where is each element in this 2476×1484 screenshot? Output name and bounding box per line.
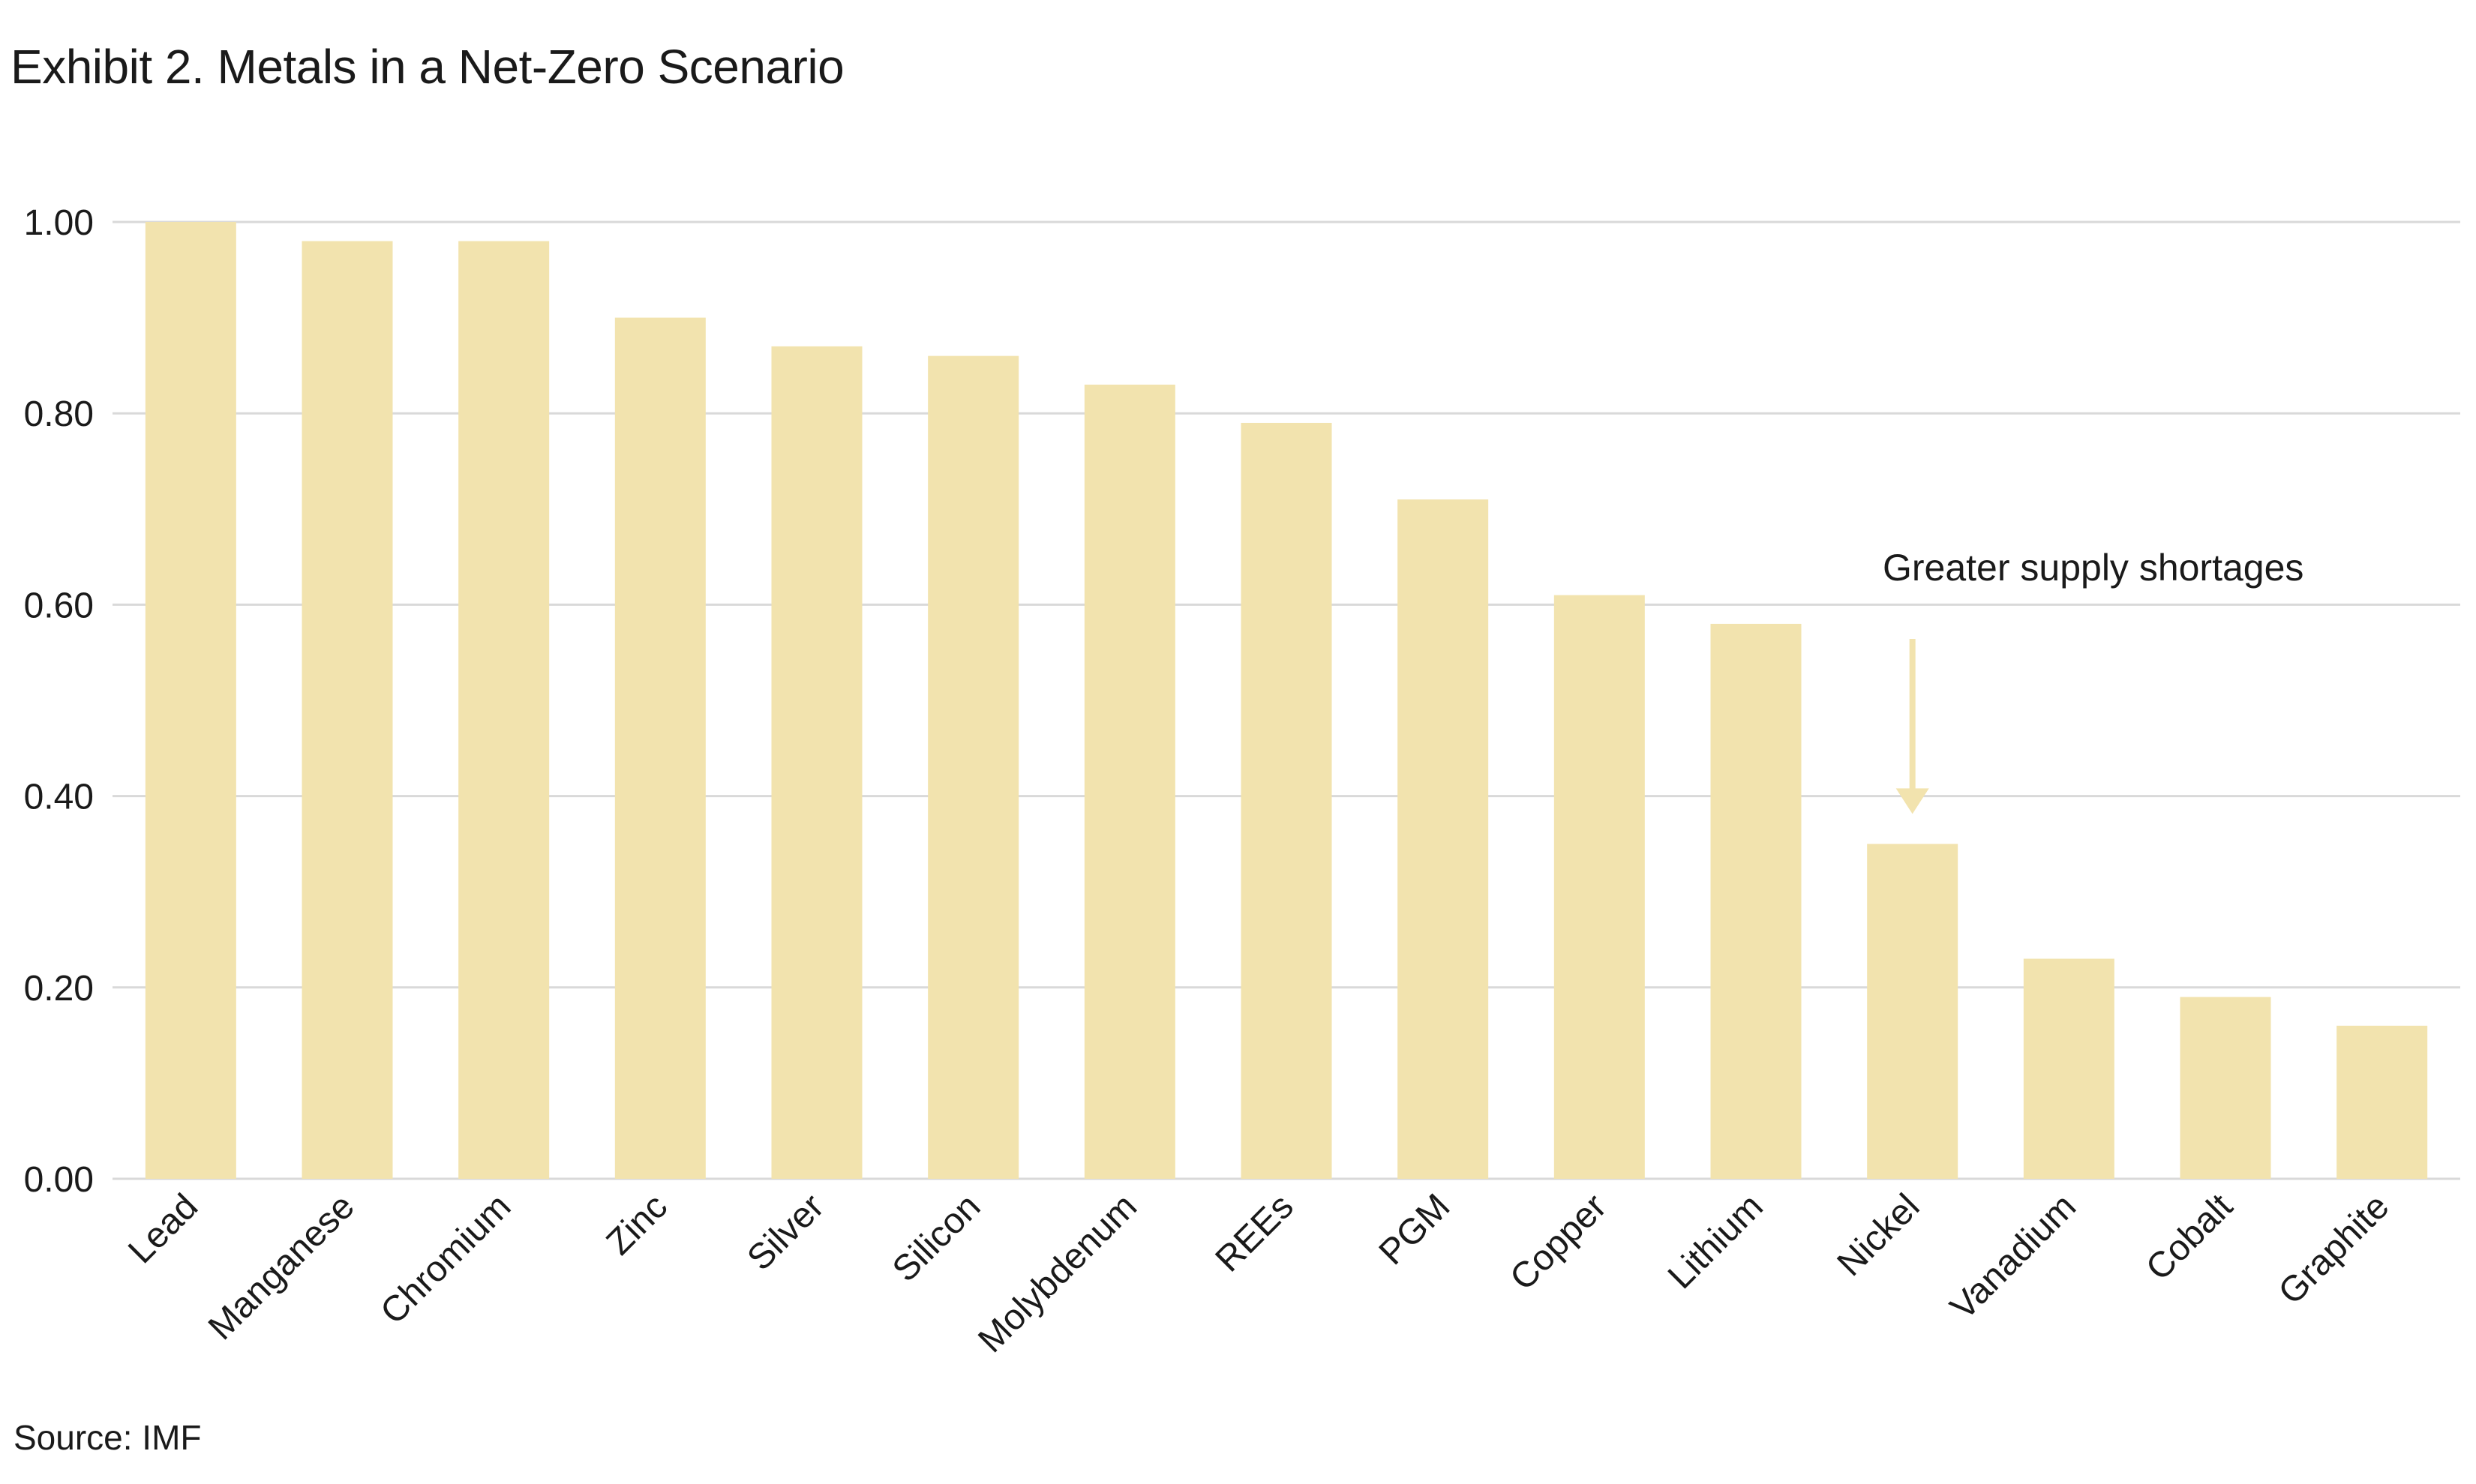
bar-zinc [614,317,706,1180]
x-tick-label: Cobalt [2138,1186,2240,1288]
bar-molybdenum [1084,384,1175,1180]
bar-manganese [302,241,393,1179]
bars [145,222,2428,1180]
x-tick-label: Lead [121,1186,206,1271]
y-tick-label: 0.80 [24,394,94,434]
source-note: Source: IMF [14,1418,202,1457]
annotation-text: Greater supply shortages [1883,547,2304,589]
y-axis-tick-labels: 0.00 0.20 0.40 0.60 0.80 1.00 [24,203,94,1200]
bar-graphite [2336,1025,2428,1179]
bar-copper [1553,595,1645,1179]
bar-silicon [928,355,1019,1179]
x-tick-label: Graphite [2271,1186,2397,1312]
x-tick-label: Silver [740,1186,831,1278]
x-tick-label: Copper [1502,1186,1614,1298]
bar-vanadium [2023,958,2114,1179]
bar-lead [145,222,236,1179]
bar-nickel [1867,844,1958,1179]
y-tick-label: 1.00 [24,203,94,243]
annotation-arrow-group [1895,639,1929,814]
x-tick-label: Lithium [1661,1186,1771,1297]
x-tick-label: PGM [1372,1186,1458,1273]
x-tick-label: Chromium [373,1186,518,1332]
bar-rees [1241,422,1332,1179]
x-tick-label: REEs [1208,1186,1301,1279]
x-tick-label: Manganese [201,1186,362,1348]
bar-silver [771,346,863,1179]
y-tick-label: 0.20 [24,969,94,1009]
bar-chromium [458,241,550,1179]
x-tick-label: Vanadium [1943,1186,2084,1327]
y-tick-label: 0.60 [24,586,94,625]
x-tick-label: Nickel [1830,1186,1928,1284]
x-tick-label: Zinc [599,1186,676,1263]
bar-pgm [1397,499,1489,1179]
annotation-arrow-head [1895,788,1929,814]
x-tick-label: Silicon [885,1186,988,1289]
y-tick-label: 0.00 [24,1160,94,1200]
bar-lithium [1710,623,1802,1179]
x-tick-label: Molybdenum [971,1186,1145,1360]
bar-cobalt [2180,997,2271,1179]
chart-title: Exhibit 2. Metals in a Net-Zero Scenario [11,40,845,94]
y-tick-label: 0.40 [24,778,94,817]
